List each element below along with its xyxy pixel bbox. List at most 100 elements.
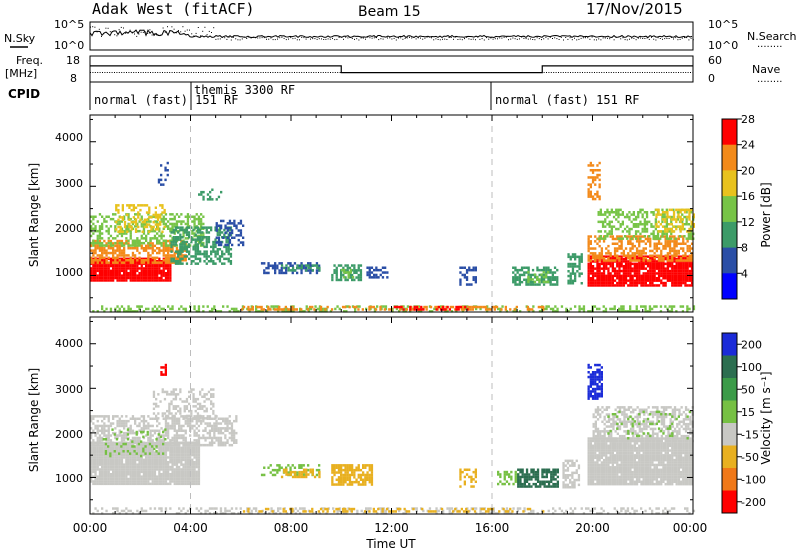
nave-dot xyxy=(591,72,593,73)
nave-dot xyxy=(267,72,269,73)
noise-search-dot xyxy=(151,34,153,36)
noise-search-dot xyxy=(646,37,648,39)
noise-search-dot xyxy=(620,38,622,40)
nave-dot xyxy=(164,72,166,73)
nave-dot xyxy=(298,72,300,73)
noise-search-dot xyxy=(521,36,523,38)
noise-search-dot xyxy=(631,37,633,39)
noise-search-dot xyxy=(294,37,296,39)
noise-search-dot xyxy=(530,38,531,40)
nave-dot xyxy=(152,72,154,73)
nave-dot xyxy=(210,72,211,73)
noise-search-dot xyxy=(120,26,122,28)
noise-search-dot xyxy=(541,39,542,41)
noise-search-dot xyxy=(622,37,624,39)
noise-search-dot xyxy=(593,39,595,41)
nave-dot xyxy=(625,72,627,73)
noise-search-dot xyxy=(244,36,245,38)
nave-dot xyxy=(337,72,339,73)
noise-search-dot xyxy=(464,38,465,40)
noise-search-dot xyxy=(259,37,261,39)
nave-dot xyxy=(646,72,648,73)
noise-search-dot xyxy=(164,31,166,33)
nave-label: Nave xyxy=(752,63,780,76)
nave-dot xyxy=(454,72,456,73)
velocity-colorbar-tick-label: 100 xyxy=(741,361,762,374)
noise-search-dot xyxy=(175,32,177,34)
noise-search-dot xyxy=(435,38,437,40)
noise-search-dot xyxy=(213,27,215,29)
noise-search-dot xyxy=(578,38,580,40)
noise-search-dot xyxy=(629,38,630,40)
cpid-row: CPID normal (fast) 151 RF themis 3300 RF… xyxy=(8,82,640,110)
nave-dot xyxy=(560,72,562,73)
nave-dot xyxy=(193,72,195,73)
noise-search-dot xyxy=(248,36,250,38)
x-tick-6: 00:00 xyxy=(673,521,708,535)
nave-dot xyxy=(462,72,463,73)
nave-dot xyxy=(368,72,370,73)
velData-patch-4 xyxy=(160,363,167,376)
nave-dot xyxy=(570,72,571,73)
noise-search-dot xyxy=(400,37,402,39)
noise-search-dot xyxy=(182,26,184,28)
noise-search-dot xyxy=(437,39,439,40)
nave-dot xyxy=(558,72,559,73)
noise-search-dot xyxy=(655,39,657,41)
noise-search-dot xyxy=(668,38,670,39)
noise-search-dot xyxy=(657,37,659,39)
nave-dot xyxy=(582,72,583,73)
noise-search-dot xyxy=(607,37,608,39)
noise-search-dot xyxy=(349,37,351,38)
noise-search-dot xyxy=(184,30,186,32)
noise-search-dot xyxy=(547,38,549,40)
noise-search-dot xyxy=(664,38,666,40)
noise-search-dot xyxy=(142,31,144,33)
nave-dot xyxy=(250,72,252,73)
noise-search-dot xyxy=(94,26,96,28)
nave-dot xyxy=(673,72,675,73)
noise-search-dot xyxy=(228,36,230,38)
noise-search-dot xyxy=(545,36,547,38)
noise-search-dot xyxy=(272,39,274,41)
noise-search-dot xyxy=(536,37,538,39)
noise-search-dot xyxy=(472,38,474,40)
noise-search-dot xyxy=(468,38,470,40)
noise-search-dot xyxy=(477,36,479,38)
noise-search-dot xyxy=(534,39,536,41)
noise-search-dot xyxy=(633,37,635,39)
noise-search-dot xyxy=(461,39,463,41)
noise-search-dot xyxy=(321,38,322,40)
noise-search-dot xyxy=(393,37,395,39)
noise-search-dot xyxy=(611,36,613,38)
noise-search-dot xyxy=(692,39,694,41)
x-axis-label: Time UT xyxy=(365,537,416,551)
powerData-patch-6 xyxy=(198,188,223,201)
nave-dot xyxy=(380,72,382,73)
nave-dot xyxy=(306,72,307,73)
x-tick-0: 00:00 xyxy=(73,521,108,535)
noise-search-dot xyxy=(312,38,314,40)
noise-search-dot xyxy=(598,38,600,40)
nave-dot xyxy=(630,72,631,73)
nave-dot xyxy=(522,72,523,73)
nave-dot xyxy=(94,72,96,73)
nave-dot xyxy=(342,72,343,73)
noise-search-dot xyxy=(391,38,393,40)
nave-dot xyxy=(114,72,115,73)
noise-search-dot xyxy=(690,37,692,39)
noise-search-dot xyxy=(615,36,617,38)
velData-patch-10 xyxy=(517,468,559,488)
nave-dot xyxy=(490,72,492,73)
noise-search-dot xyxy=(624,39,626,41)
nave-dot xyxy=(390,72,391,73)
nave-dot xyxy=(121,72,123,73)
nave-dot xyxy=(351,72,353,73)
noise-search-dot xyxy=(532,39,534,40)
noise-search-dot xyxy=(334,39,336,41)
noise-search-dot xyxy=(356,38,358,40)
noise-search-dot xyxy=(373,37,375,39)
noise-search-dot xyxy=(118,29,120,31)
noise-search-dot xyxy=(98,28,100,30)
nave-dot xyxy=(642,72,643,73)
